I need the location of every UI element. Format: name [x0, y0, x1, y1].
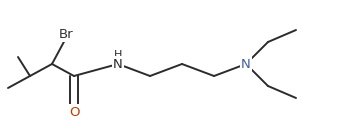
Text: O: O	[69, 105, 79, 119]
Text: N: N	[113, 58, 123, 70]
Text: H: H	[114, 50, 122, 60]
Text: Br: Br	[59, 27, 73, 41]
Text: N: N	[241, 58, 251, 70]
